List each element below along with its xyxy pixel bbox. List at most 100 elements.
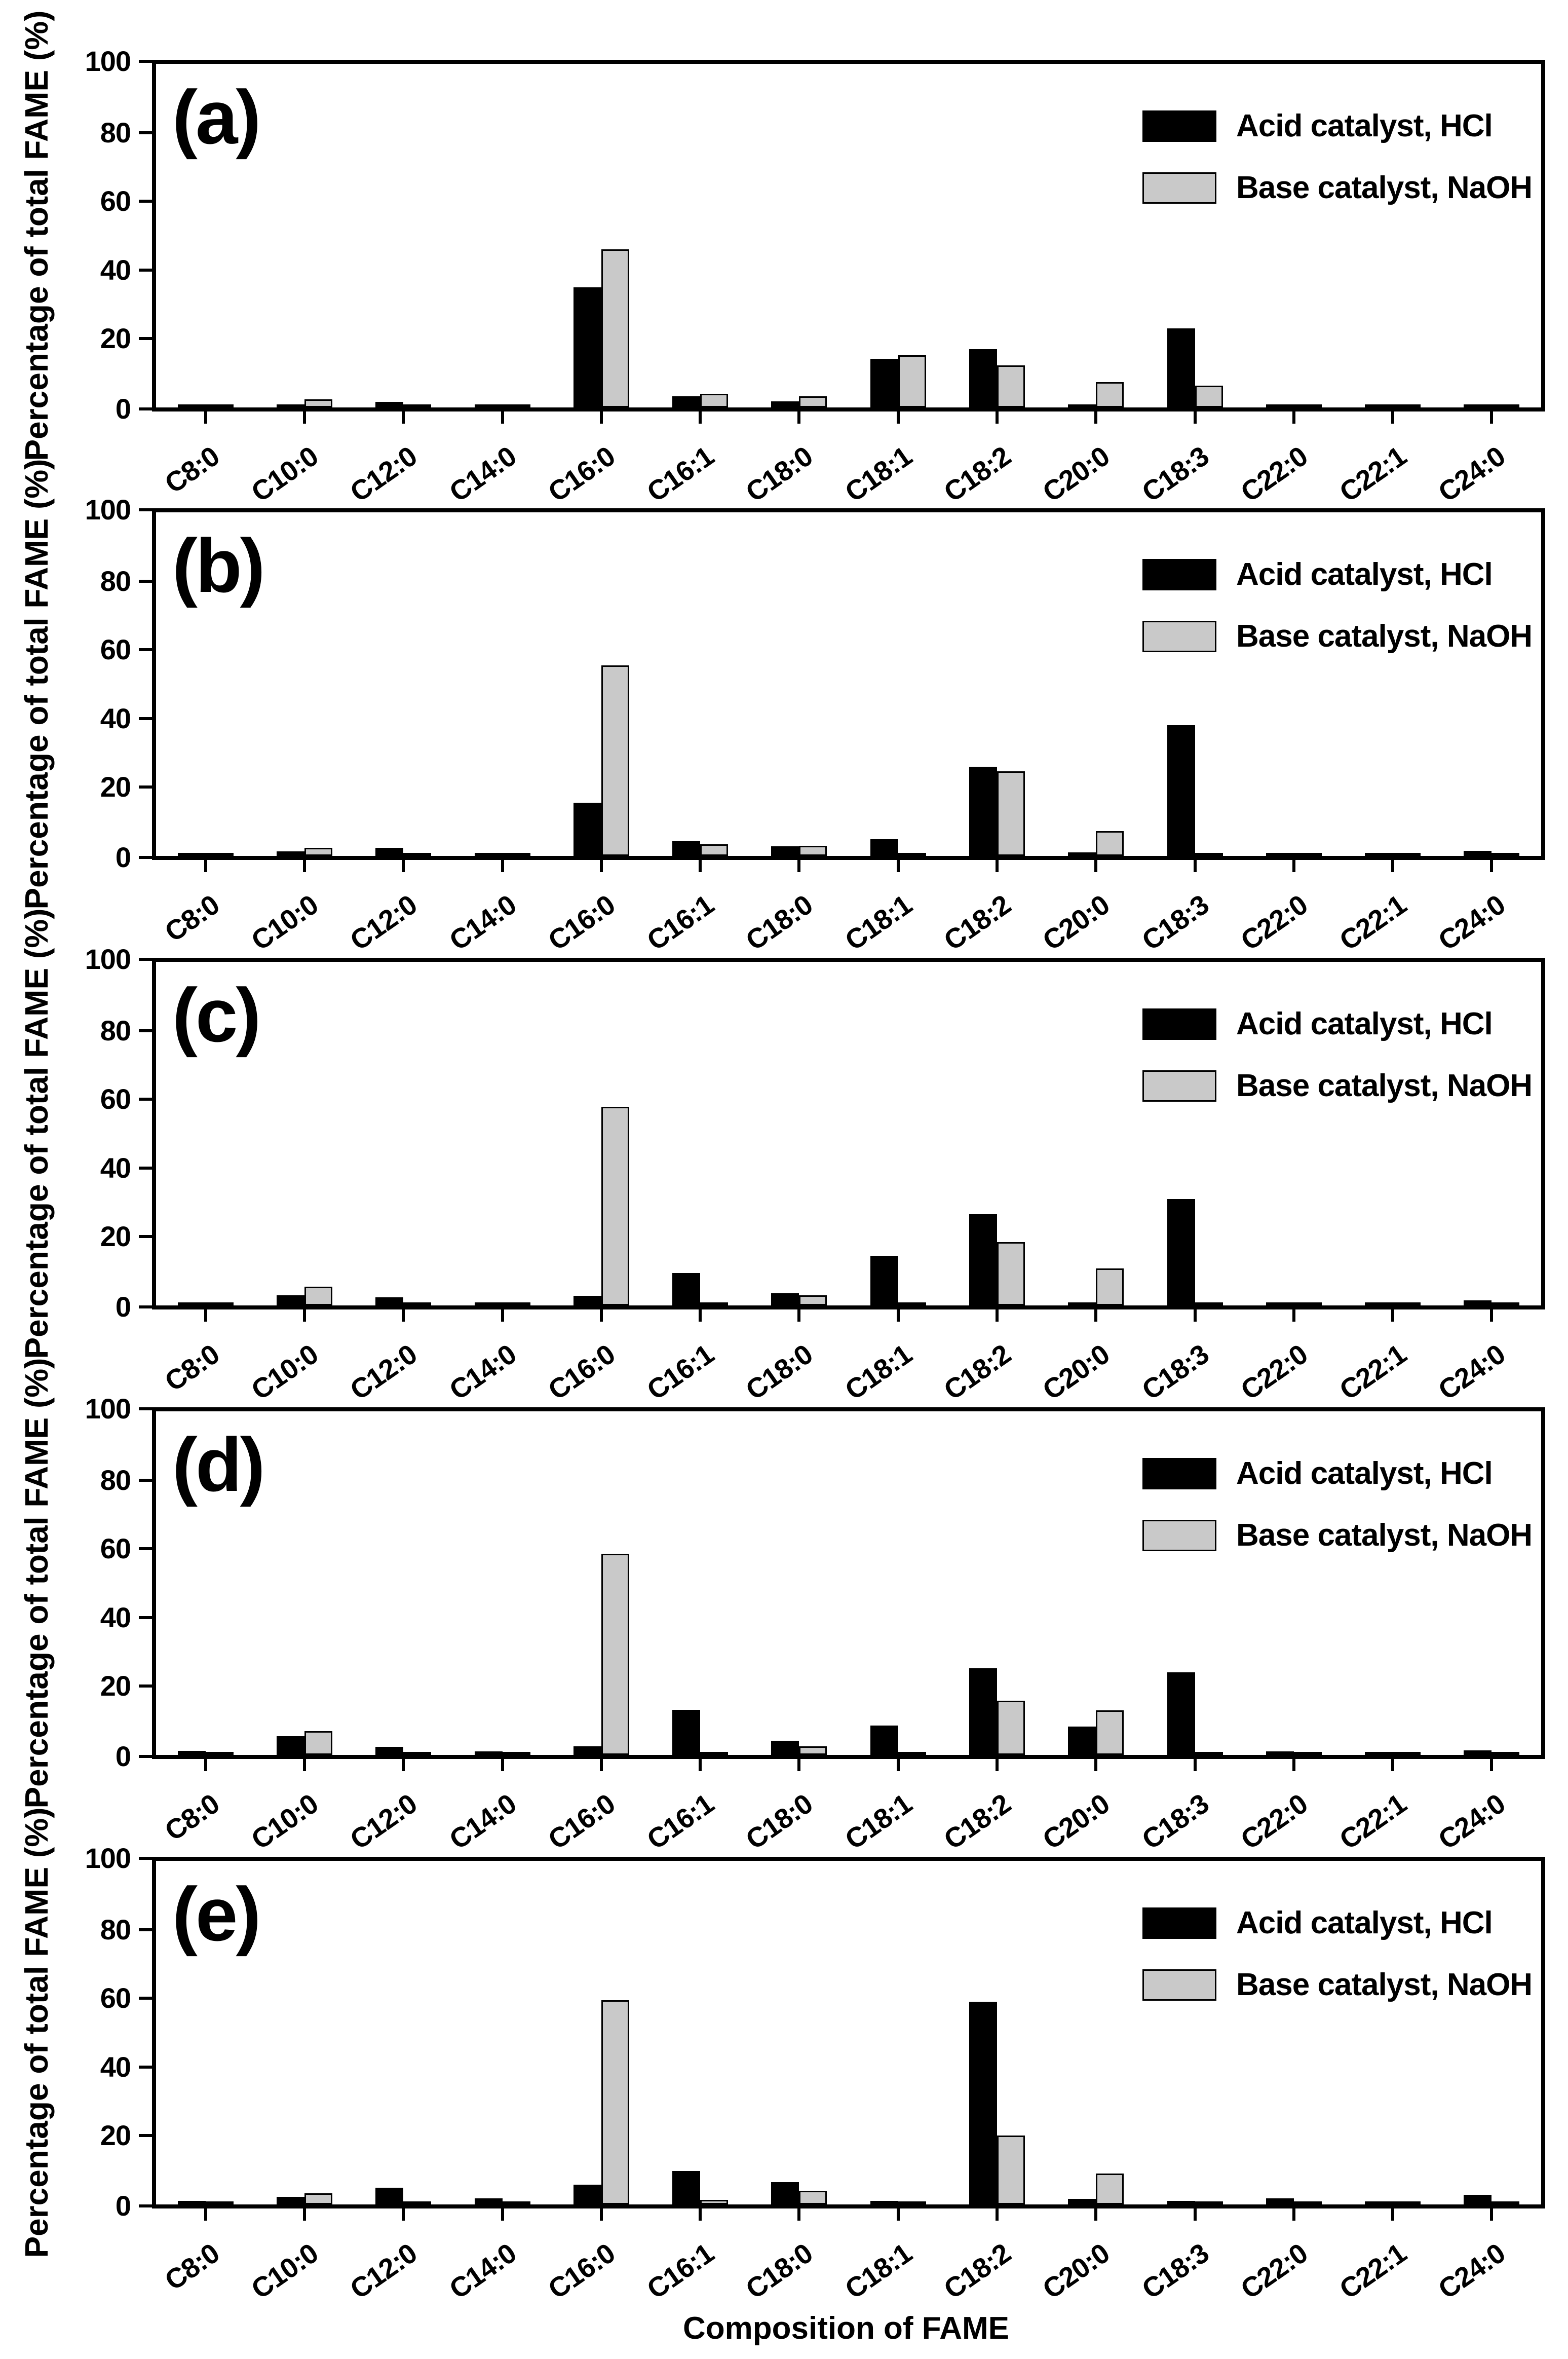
bar-acid bbox=[969, 2002, 997, 2204]
bar-acid bbox=[573, 803, 601, 856]
y-axis-tick bbox=[139, 1928, 152, 1931]
y-axis-tick bbox=[139, 2134, 152, 2137]
legend-swatch-acid bbox=[1142, 1008, 1216, 1040]
bar-base bbox=[503, 853, 530, 856]
bar-base bbox=[304, 1287, 332, 1305]
bar-base bbox=[1096, 382, 1124, 407]
y-axis-tick bbox=[139, 1857, 152, 1860]
bar-acid bbox=[1167, 725, 1195, 856]
y-tick-label: 40 bbox=[100, 702, 131, 734]
x-axis-tick bbox=[699, 860, 702, 872]
legend-label-base: Base catalyst, NaOH bbox=[1236, 619, 1533, 654]
bar-base bbox=[997, 771, 1025, 856]
x-axis-tick bbox=[402, 1309, 405, 1322]
bar-layer bbox=[156, 1861, 1541, 2204]
x-axis-tick bbox=[797, 1759, 800, 1771]
bar-base bbox=[403, 853, 431, 856]
y-tick-label: 20 bbox=[100, 322, 131, 354]
x-axis-tick bbox=[501, 1759, 504, 1771]
panel-letter: (d) bbox=[172, 1422, 265, 1507]
bar-acid bbox=[1167, 1672, 1195, 1755]
x-axis-tick bbox=[1391, 860, 1394, 872]
bar-base bbox=[898, 2201, 926, 2204]
bar-base bbox=[304, 399, 332, 407]
bar-base bbox=[304, 1731, 332, 1755]
legend-label-acid: Acid catalyst, HCl bbox=[1236, 1905, 1493, 1940]
y-tick-label: 80 bbox=[100, 1015, 131, 1046]
legend-swatch-acid bbox=[1142, 1907, 1216, 1939]
bar-acid bbox=[573, 287, 601, 407]
bar-acid bbox=[1167, 328, 1195, 407]
bar-base bbox=[799, 1295, 827, 1305]
bar-base bbox=[997, 365, 1025, 407]
y-tick-label: 100 bbox=[85, 494, 131, 526]
y-tick-label: 60 bbox=[100, 1982, 131, 2014]
x-axis-tick bbox=[1194, 1759, 1197, 1771]
bar-acid bbox=[672, 396, 700, 407]
x-axis-tick bbox=[303, 860, 306, 872]
legend-label-acid: Acid catalyst, HCl bbox=[1236, 1006, 1493, 1041]
bar-base bbox=[1195, 1752, 1223, 1755]
bar-base bbox=[503, 1752, 530, 1755]
x-axis-tick bbox=[204, 1759, 207, 1771]
bar-base bbox=[503, 1302, 530, 1305]
y-axis-tick bbox=[139, 785, 152, 789]
x-axis-tick bbox=[1094, 1759, 1097, 1771]
x-axis-tick bbox=[1094, 1309, 1097, 1322]
bar-acid bbox=[1464, 404, 1491, 407]
bar-base bbox=[1294, 1302, 1322, 1305]
bar-acid bbox=[277, 851, 304, 856]
y-axis-tick bbox=[139, 580, 152, 583]
bar-acid bbox=[573, 1746, 601, 1755]
y-tick-label: 0 bbox=[115, 1740, 131, 1772]
bar-base bbox=[503, 404, 530, 407]
y-tick-label: 0 bbox=[115, 2190, 131, 2222]
x-axis-tick bbox=[1292, 1759, 1295, 1771]
bar-base bbox=[403, 404, 431, 407]
y-axis-tick bbox=[139, 1167, 152, 1170]
bar-acid bbox=[573, 2185, 601, 2204]
x-axis-tick bbox=[204, 1309, 207, 1322]
y-axis-tick bbox=[139, 1305, 152, 1308]
bar-base bbox=[997, 2136, 1025, 2204]
bar-base bbox=[601, 665, 629, 856]
bar-acid bbox=[771, 401, 799, 407]
x-axis-tick bbox=[501, 411, 504, 424]
bar-acid bbox=[1068, 2199, 1096, 2204]
y-axis-tick bbox=[139, 648, 152, 651]
y-tick-label: 40 bbox=[100, 1601, 131, 1633]
bar-layer bbox=[156, 962, 1541, 1305]
x-axis-tick bbox=[996, 1759, 999, 1771]
x-axis-tick bbox=[1490, 411, 1493, 424]
bar-base bbox=[1491, 404, 1519, 407]
y-axis-tick bbox=[139, 1547, 152, 1550]
bar-acid bbox=[1068, 1727, 1096, 1755]
bar-base bbox=[1491, 853, 1519, 856]
x-axis-tick bbox=[1391, 1309, 1394, 1322]
bar-base bbox=[206, 1752, 234, 1755]
bar-base bbox=[1096, 1268, 1124, 1305]
y-tick-label: 40 bbox=[100, 1152, 131, 1184]
x-axis-tick bbox=[600, 860, 603, 872]
x-axis-tick bbox=[996, 1309, 999, 1322]
x-axis-tick bbox=[402, 860, 405, 872]
y-tick-label: 80 bbox=[100, 1464, 131, 1496]
bar-acid bbox=[1365, 2201, 1393, 2204]
x-axis-tick bbox=[1292, 860, 1295, 872]
bar-base bbox=[206, 2201, 234, 2204]
bar-base bbox=[503, 2201, 530, 2204]
y-tick-label: 20 bbox=[100, 771, 131, 803]
bar-acid bbox=[178, 2201, 206, 2204]
bar-acid bbox=[1464, 851, 1491, 856]
y-axis-tick bbox=[139, 407, 152, 410]
bar-base bbox=[1294, 2201, 1322, 2204]
x-axis-tick bbox=[1094, 860, 1097, 872]
x-axis-tick bbox=[897, 860, 900, 872]
y-axis-tick bbox=[139, 2204, 152, 2207]
bar-acid bbox=[1365, 1302, 1393, 1305]
bar-acid bbox=[475, 404, 503, 407]
x-axis-tick bbox=[1094, 411, 1097, 424]
bar-base bbox=[1195, 853, 1223, 856]
bar-acid bbox=[277, 404, 304, 407]
bar-base bbox=[700, 2200, 728, 2204]
